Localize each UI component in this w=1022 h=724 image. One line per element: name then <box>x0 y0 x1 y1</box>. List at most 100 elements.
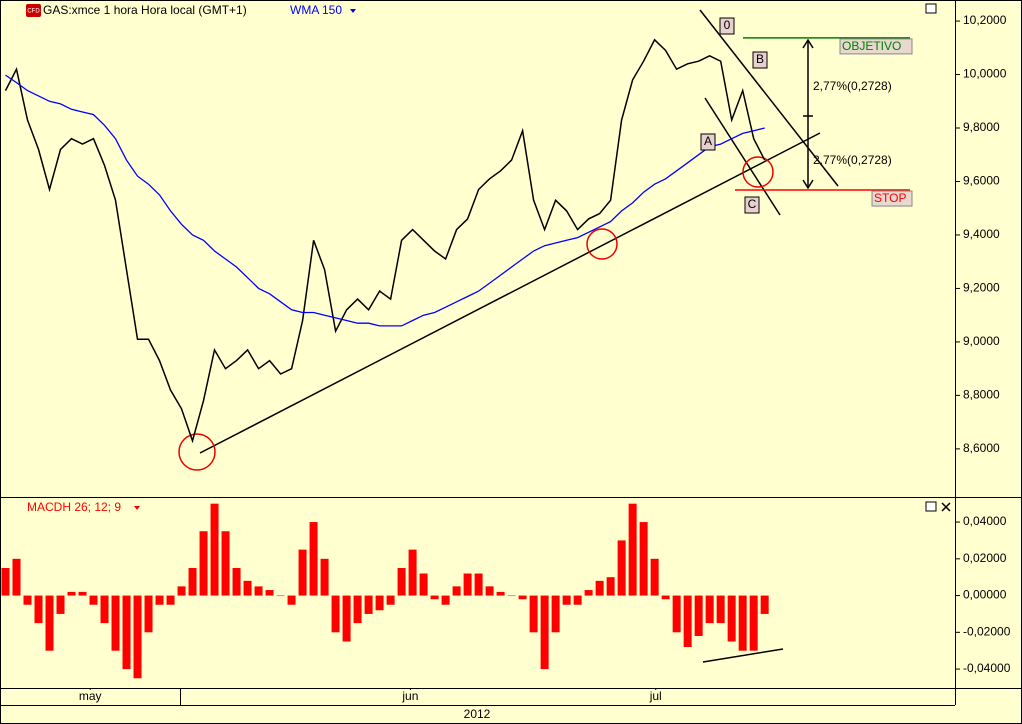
wave-label: 0 <box>724 18 731 32</box>
histogram-bar <box>507 595 516 597</box>
close-button[interactable] <box>941 502 951 512</box>
x-tick-label: may <box>79 689 102 703</box>
cfd-icon <box>26 4 41 17</box>
histogram-bar <box>683 595 692 648</box>
histogram-bar <box>485 586 494 596</box>
histogram-bar <box>133 595 142 679</box>
histogram-bar <box>254 586 263 596</box>
legend-entry: MACDH 26; 12; 9 <box>27 500 121 514</box>
histogram-bar <box>397 567 406 596</box>
histogram-bar <box>45 595 54 651</box>
wave-label-box <box>744 196 760 214</box>
highlight-circle <box>742 156 774 188</box>
histogram-bar <box>199 531 208 596</box>
histogram-bar <box>56 595 65 614</box>
histogram-bar <box>716 595 725 624</box>
highlight-circle <box>178 433 216 471</box>
wave-label-box <box>700 133 716 151</box>
histogram-bar <box>67 591 76 596</box>
histogram-bar <box>573 595 582 605</box>
y-tick-label: -0,02000 <box>963 624 1011 638</box>
y-tick-label: 0,04000 <box>963 514 1007 528</box>
histogram-bar <box>309 522 318 596</box>
maximize-button[interactable] <box>925 501 937 512</box>
histogram-bar <box>419 573 428 596</box>
histogram-bar <box>441 595 450 605</box>
level-label: OBJETIVO <box>842 39 901 53</box>
cfd-icon-label: CFD <box>27 9 40 15</box>
y-tick-label: 9,0000 <box>963 334 1000 348</box>
histogram-bar <box>353 595 362 624</box>
maximize-button[interactable] <box>925 3 937 14</box>
wave-label: A <box>704 134 712 148</box>
histogram-bar <box>749 595 758 651</box>
y-tick-label: 0,00000 <box>963 588 1007 602</box>
histogram-bar <box>727 595 736 642</box>
trend-line <box>199 132 821 454</box>
histogram-bar <box>639 522 648 596</box>
histogram-bar <box>606 577 615 596</box>
wave-label: C <box>748 197 757 211</box>
histogram-bar <box>144 595 153 633</box>
histogram-bar <box>386 595 395 605</box>
arrow-heads <box>802 38 814 190</box>
histogram-bar <box>34 595 43 624</box>
histogram-bar <box>320 558 329 596</box>
histogram-bar <box>89 595 98 605</box>
histogram-bar <box>111 595 120 651</box>
histogram-bar <box>100 595 109 624</box>
y-tick-label: -0,04000 <box>963 661 1011 675</box>
histogram-bar <box>243 580 252 596</box>
wave-label-box <box>752 51 768 69</box>
histogram-bar <box>177 586 186 596</box>
y-tick-label: 8,6000 <box>963 441 1000 455</box>
wma-line <box>5 74 765 327</box>
histogram-bar <box>661 595 670 600</box>
dropdown <box>350 9 356 13</box>
histogram-bar <box>23 595 32 605</box>
histogram-bar <box>265 590 274 596</box>
histogram-bar <box>430 595 439 600</box>
measure-label: 2,77%(0,2728) <box>813 153 892 167</box>
histogram-bar <box>78 591 87 596</box>
price-line <box>4 38 766 444</box>
histogram-bar <box>760 595 769 614</box>
y-tick-label: 9,2000 <box>963 281 1000 295</box>
wave-label-box <box>719 17 735 35</box>
y-tick-label: 10,0000 <box>963 67 1007 81</box>
histogram-bar <box>155 595 164 605</box>
level-label-box <box>871 190 913 207</box>
channel-line <box>704 97 781 216</box>
histogram-bar <box>342 595 351 642</box>
wave-label: B <box>756 52 764 66</box>
histogram-bar <box>364 595 373 614</box>
histogram-bar <box>617 540 626 596</box>
histogram-bar <box>463 573 472 596</box>
histogram-bar <box>551 595 560 633</box>
x-tick-label: jul <box>649 689 662 703</box>
histogram-bar <box>166 595 175 605</box>
y-tick-label: 9,4000 <box>963 227 1000 241</box>
divergence-line <box>702 648 784 663</box>
y-tick-label: 10,2000 <box>963 13 1007 27</box>
measure-label: 2,77%(0,2728) <box>813 79 892 93</box>
level-label-box <box>839 38 913 55</box>
histogram-bar <box>672 595 681 633</box>
histogram-bar <box>122 595 131 670</box>
channel-line <box>699 9 839 187</box>
drawing-tools <box>178 9 839 663</box>
year-label: 2012 <box>464 707 491 721</box>
histogram-bar <box>738 595 747 651</box>
histogram-bar <box>298 549 307 596</box>
histogram-bar <box>375 595 384 611</box>
histogram-bar <box>276 595 285 597</box>
histogram-bar <box>540 595 549 670</box>
histogram-bar <box>694 595 703 636</box>
histogram-bar <box>595 580 604 596</box>
histogram-bar <box>562 595 571 605</box>
histogram-bar <box>12 558 21 596</box>
histogram-bar <box>210 503 219 596</box>
y-tick-label: 9,8000 <box>963 120 1000 134</box>
